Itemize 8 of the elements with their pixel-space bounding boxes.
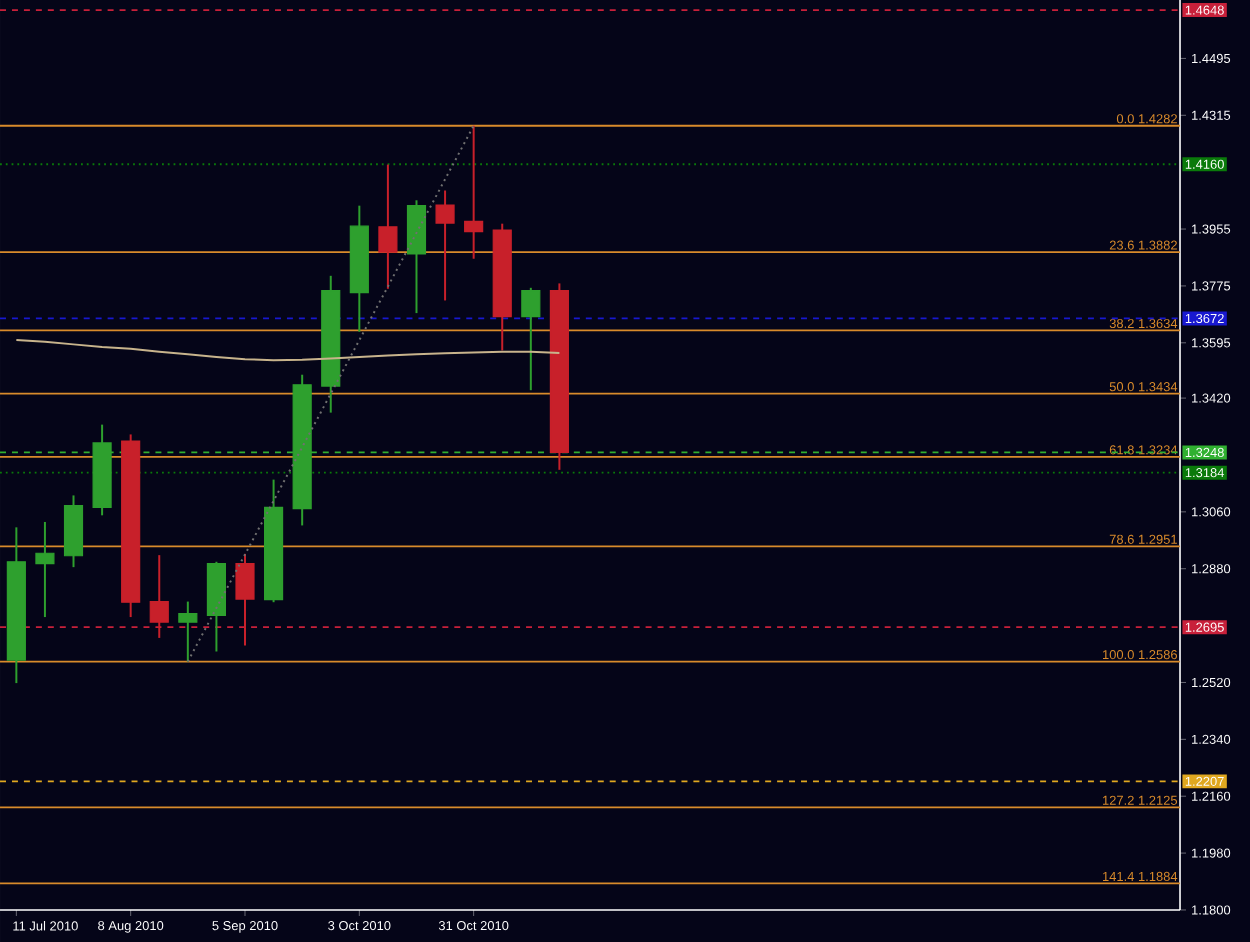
candlestick (378, 163, 398, 290)
candlestick (178, 600, 198, 663)
candlestick (35, 520, 55, 619)
candlestick (521, 286, 541, 392)
candlestick (149, 554, 169, 639)
candlestick (464, 124, 484, 260)
candlestick (235, 552, 255, 647)
candlestick (435, 189, 455, 302)
